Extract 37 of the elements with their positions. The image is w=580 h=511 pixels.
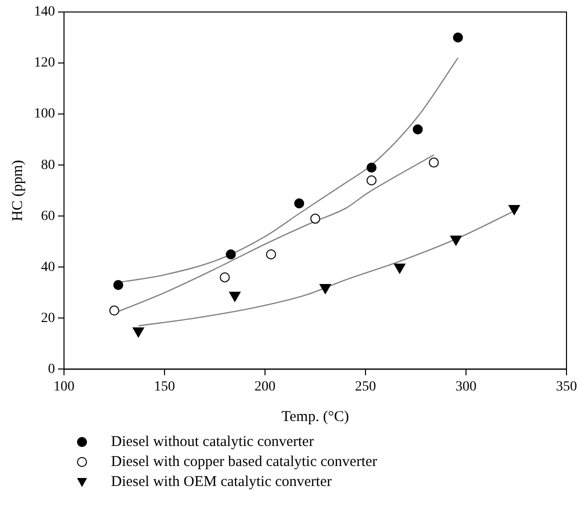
y-tick-label: 0	[48, 362, 55, 377]
legend-label: Diesel without catalytic converter	[111, 434, 314, 450]
y-tick-label: 40	[41, 260, 55, 275]
point	[508, 204, 520, 215]
point	[450, 236, 462, 246]
legend-label: Diesel with copper based catalytic converter	[111, 454, 378, 470]
point	[294, 198, 304, 208]
x-tick-label: 350	[556, 379, 577, 394]
x-tick-label: 250	[355, 379, 376, 394]
y-tick-label: 60	[41, 208, 55, 224]
point	[266, 249, 276, 260]
point	[310, 214, 320, 224]
point	[229, 292, 241, 302]
x-tick-label: 200	[254, 379, 276, 394]
y-tick-label: 140	[34, 4, 55, 20]
y-axis-title: HC (ppm)	[10, 160, 26, 222]
point	[109, 306, 120, 316]
x-tick-label: 150	[154, 379, 175, 394]
y-tick-label: 120	[34, 56, 55, 71]
point	[366, 162, 377, 173]
x-tick-label: 100	[54, 379, 74, 394]
point	[412, 124, 423, 134]
y-tick-label: 100	[34, 106, 55, 122]
point	[132, 327, 144, 338]
legend-label: Diesel with OEM catalytic converter	[111, 474, 332, 490]
point	[113, 280, 124, 290]
x-axis-title: Temp. (°C)	[282, 408, 349, 425]
point	[452, 32, 463, 43]
point	[220, 272, 230, 282]
point	[320, 284, 331, 294]
point	[226, 249, 236, 260]
x-tick-label: 300	[456, 379, 476, 394]
point	[428, 158, 439, 168]
y-tick-label: 20	[41, 310, 55, 326]
y-tick-label: 80	[41, 158, 55, 173]
point	[394, 264, 406, 274]
point	[366, 175, 377, 186]
